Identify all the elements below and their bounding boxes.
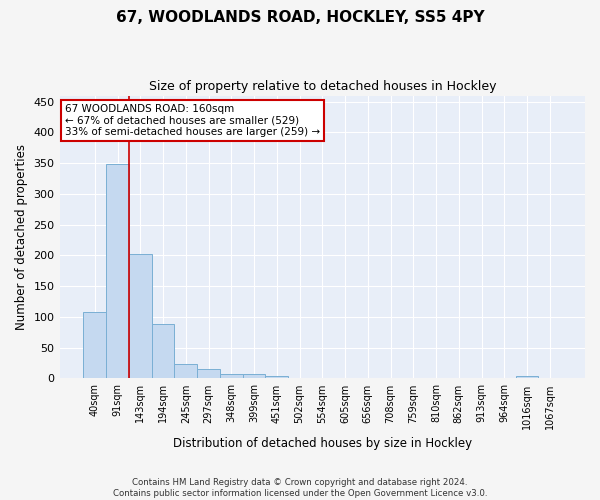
Bar [197,369,220,378]
Bar [152,324,175,378]
Y-axis label: Number of detached properties: Number of detached properties [15,144,28,330]
Bar [175,364,197,378]
Bar [265,376,288,378]
Text: Contains HM Land Registry data © Crown copyright and database right 2024.
Contai: Contains HM Land Registry data © Crown c… [113,478,487,498]
X-axis label: Distribution of detached houses by size in Hockley: Distribution of detached houses by size … [173,437,472,450]
Bar [129,254,152,378]
Bar [515,376,538,378]
Bar [83,312,106,378]
Text: 67, WOODLANDS ROAD, HOCKLEY, SS5 4PY: 67, WOODLANDS ROAD, HOCKLEY, SS5 4PY [116,10,484,25]
Title: Size of property relative to detached houses in Hockley: Size of property relative to detached ho… [149,80,496,93]
Bar [220,374,242,378]
Bar [106,164,129,378]
Text: 67 WOODLANDS ROAD: 160sqm
← 67% of detached houses are smaller (529)
33% of semi: 67 WOODLANDS ROAD: 160sqm ← 67% of detac… [65,104,320,137]
Bar [242,374,265,378]
